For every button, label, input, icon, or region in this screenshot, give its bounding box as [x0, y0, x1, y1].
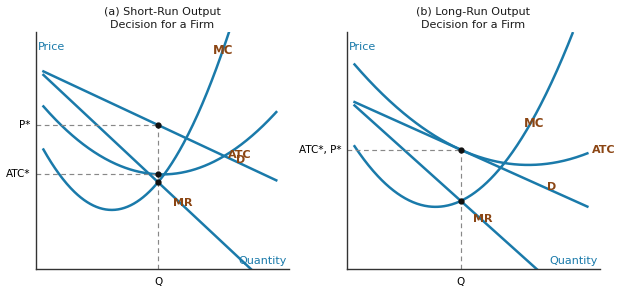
Text: Quantity: Quantity [549, 255, 598, 265]
Text: Quantity: Quantity [238, 255, 286, 265]
Text: ATC: ATC [228, 150, 252, 160]
Text: D: D [547, 182, 556, 192]
Text: ATC*: ATC* [6, 169, 31, 179]
Text: P*: P* [19, 120, 31, 130]
Text: ATC*, P*: ATC*, P* [300, 145, 342, 155]
Text: Q: Q [154, 278, 162, 288]
Title: (b) Long-Run Output
Decision for a Firm: (b) Long-Run Output Decision for a Firm [416, 7, 530, 30]
Title: (a) Short-Run Output
Decision for a Firm: (a) Short-Run Output Decision for a Firm [104, 7, 221, 30]
Text: MC: MC [213, 44, 233, 57]
Text: D: D [236, 155, 245, 165]
Text: Q: Q [457, 278, 465, 288]
Text: MR: MR [474, 214, 493, 224]
Text: MR: MR [173, 198, 193, 208]
Text: MC: MC [524, 117, 545, 130]
Text: Price: Price [349, 42, 376, 52]
Text: ATC: ATC [592, 145, 616, 155]
Text: Price: Price [38, 42, 65, 52]
